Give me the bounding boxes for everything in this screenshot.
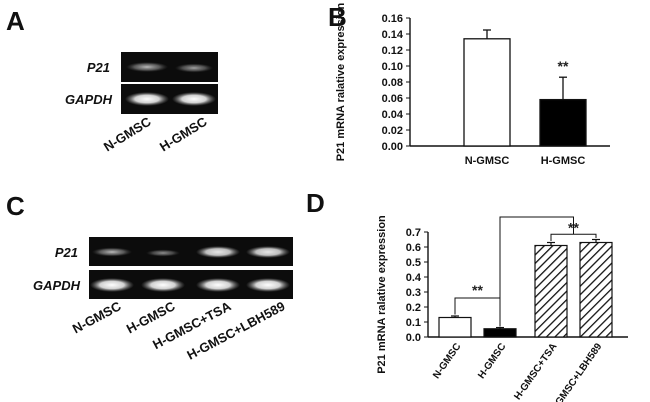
chart-d-tick-label: 0.5	[406, 257, 421, 269]
chart-d-category-label: H-GMSC+TSA	[512, 341, 559, 402]
gel-a-gene-label: P21	[87, 60, 110, 75]
chart-d-bar	[534, 244, 568, 338]
chart-d: 0.0 0.1 0.2 0.3 0.4 0.5 0.6 0.7 P21 mRNA ralativ…	[376, 215, 628, 402]
chart-d-tick-label: 0.6	[406, 242, 421, 254]
chart-d-tick-label: 0.4	[406, 272, 422, 284]
panel-label-c: C	[6, 191, 25, 221]
chart-d-y-label: P21 mRNA ralative expression	[376, 215, 388, 374]
gel-c-lane-label: H-GMSC+LBH589	[184, 298, 287, 362]
chart-d-significance: **	[472, 282, 483, 298]
chart-b: 0.00 0.02 0.04 0.06 0.08 0.10 0.12 0.14 0.16 P21 …	[335, 2, 610, 167]
gel-a-lane-label: H-GMSC	[157, 113, 210, 154]
chart-b-bar	[539, 98, 587, 147]
gel-c-gapdh-band	[141, 278, 185, 292]
gel-c-lane-label: N-GMSC	[70, 298, 124, 336]
chart-b-tick-label: 0.16	[382, 13, 403, 25]
panel-label-b: B	[328, 2, 347, 32]
chart-d-tick-label: 0.7	[406, 227, 421, 239]
chart-d-connector	[499, 216, 574, 327]
chart-b-tick-label: 0.12	[382, 45, 403, 57]
gel-a-gapdh-band	[172, 92, 216, 106]
chart-d-category-label: N-GMSC	[431, 341, 463, 381]
chart-b-tick-label: 0.00	[382, 141, 403, 153]
chart-d-bar	[483, 328, 517, 338]
chart-b-category-label: N-GMSC	[465, 155, 510, 167]
gel-c-p21-band	[146, 249, 180, 257]
chart-d-bracket-2	[550, 233, 597, 241]
chart-b-y-label: P21 mRNA ralative expression	[335, 2, 347, 161]
gel-c-gene-label: GAPDH	[33, 278, 81, 293]
gel-c-gene-label: P21	[55, 245, 78, 260]
chart-b-tick-label: 0.06	[382, 93, 403, 105]
gel-c: P21 GAPDH N-GMSC H-GMSC H-GMSC+TSA H-GMS…	[33, 237, 293, 363]
gel-c-gapdh-band	[196, 278, 240, 292]
gel-a-p21-band	[175, 63, 213, 73]
gel-c-p21-band	[246, 246, 290, 258]
gel-c-gapdh-band	[246, 278, 290, 292]
gel-a-p21-band	[126, 62, 168, 72]
gel-a-lane-label: N-GMSC	[101, 113, 154, 154]
chart-d-tick-label: 0.1	[406, 317, 421, 329]
chart-b-tick-label: 0.02	[382, 125, 403, 137]
chart-b-bar	[463, 38, 511, 147]
chart-d-bar	[579, 241, 613, 338]
chart-b-tick-label: 0.10	[382, 61, 403, 73]
chart-d-tick-label: 0.3	[406, 287, 421, 299]
chart-d-category-label: H-GMSC	[476, 341, 508, 381]
chart-b-category-label: H-GMSC	[541, 155, 586, 167]
panel-label-d: D	[306, 188, 325, 218]
chart-b-tick-label: 0.04	[382, 109, 404, 121]
gel-c-p21-band	[92, 247, 132, 257]
chart-b-tick-label: 0.14	[382, 29, 404, 41]
gel-c-gapdh-band	[90, 278, 134, 292]
chart-b-significance: **	[558, 58, 569, 74]
gel-a: P21 GAPDH N-GMSC H-GMSC	[65, 52, 218, 154]
chart-d-tick-label: 0.2	[406, 302, 421, 314]
chart-b-tick-label: 0.08	[382, 77, 403, 89]
panel-label-a: A	[6, 6, 25, 36]
gel-a-gene-label: GAPDH	[65, 92, 113, 107]
chart-d-tick-label: 0.0	[406, 332, 421, 344]
gel-a-gapdh-band	[125, 92, 169, 106]
chart-d-bar	[438, 316, 472, 338]
gel-c-p21-band	[196, 246, 240, 258]
